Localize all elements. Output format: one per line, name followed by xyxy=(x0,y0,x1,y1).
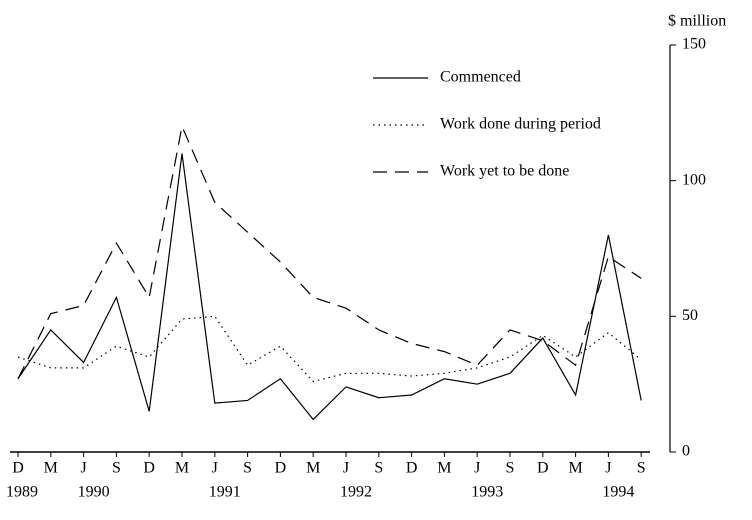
y-tick-label: 0 xyxy=(682,443,690,460)
x-tick-label: S xyxy=(112,460,121,477)
series-line xyxy=(17,124,642,380)
x-tick-label: J xyxy=(80,460,86,477)
legend-label: Commenced xyxy=(440,69,521,86)
year-label: 1993 xyxy=(471,484,503,501)
year-label: 1989 xyxy=(6,484,38,501)
x-tick-label: S xyxy=(637,460,646,477)
series-line xyxy=(17,153,642,421)
series-line xyxy=(17,315,642,383)
year-label: 1994 xyxy=(602,484,634,501)
x-tick-label: D xyxy=(537,460,549,477)
legend-label: Work yet to be done xyxy=(440,163,569,180)
x-tick-label: D xyxy=(275,460,287,477)
y-axis-label: $ million xyxy=(668,13,726,30)
x-tick-label: D xyxy=(406,460,418,477)
x-tick-label: J xyxy=(343,460,349,477)
x-tick-label: M xyxy=(568,460,582,477)
x-tick-label: J xyxy=(474,460,480,477)
x-tick-label: J xyxy=(605,460,611,477)
y-tick-label: 50 xyxy=(682,307,698,324)
year-label: 1990 xyxy=(78,484,110,501)
x-tick-label: M xyxy=(306,460,320,477)
year-label: 1991 xyxy=(209,484,241,501)
y-tick-label: 150 xyxy=(682,36,706,53)
x-tick-label: J xyxy=(212,460,218,477)
x-tick-label: S xyxy=(506,460,515,477)
legend-label: Work done during period xyxy=(440,116,601,133)
x-tick-label: M xyxy=(175,460,189,477)
x-tick-label: S xyxy=(243,460,252,477)
x-tick-label: D xyxy=(12,460,24,477)
y-tick-label: 100 xyxy=(682,171,706,188)
x-tick-label: M xyxy=(44,460,58,477)
year-label: 1992 xyxy=(340,484,372,501)
x-tick-label: M xyxy=(437,460,451,477)
x-tick-label: D xyxy=(143,460,155,477)
x-tick-label: S xyxy=(374,460,383,477)
